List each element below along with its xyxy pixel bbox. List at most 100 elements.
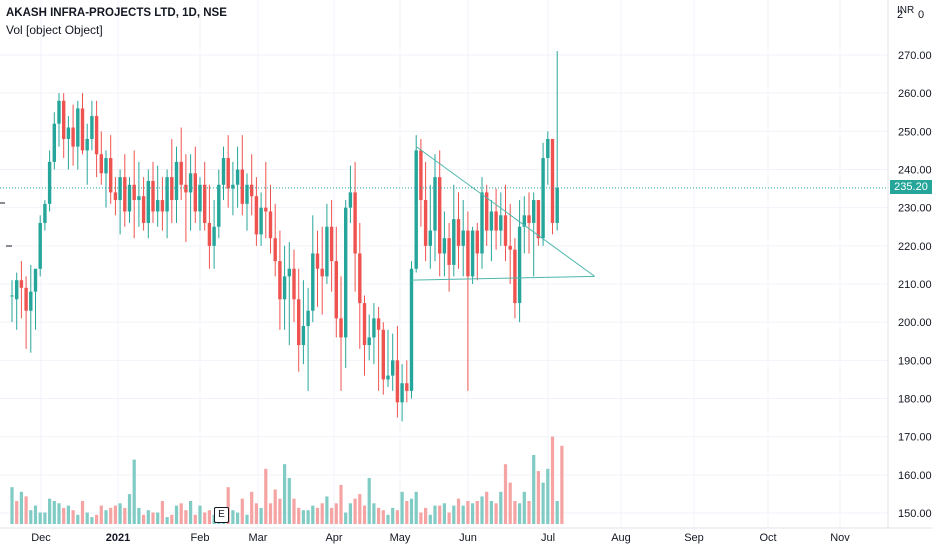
candle-body [221, 158, 226, 185]
price-scale-corner-right: 0 [918, 9, 925, 21]
volume-bar [43, 512, 47, 524]
candle-body [555, 187, 559, 223]
volume-bar [301, 510, 305, 524]
volume-bar [226, 487, 230, 524]
volume-bar [104, 510, 108, 524]
volume-bar [66, 505, 70, 524]
volume-bar [489, 501, 493, 524]
candle-body [245, 184, 249, 204]
price-scale-corner-left: 2 [897, 9, 904, 21]
y-tick-label: 230.00 [898, 203, 932, 215]
volume-bar [433, 505, 437, 524]
volume-bar [400, 491, 404, 524]
y-tick-label: 220.00 [898, 241, 932, 253]
candle-body [268, 211, 273, 239]
candle-body [47, 161, 52, 204]
x-tick-label: Dec [31, 532, 51, 544]
candle-body [33, 268, 38, 292]
volume-indicator-label: Vol [object Object] [6, 23, 103, 37]
volume-bar [311, 505, 315, 524]
volume-bar [292, 498, 296, 524]
candle-body [536, 200, 541, 239]
candle-body [499, 215, 503, 231]
candle-body [461, 230, 465, 246]
volume-bar [287, 478, 291, 524]
volume-bar [254, 503, 258, 524]
candle-body [123, 177, 127, 212]
y-tick-label: 150.00 [898, 508, 932, 520]
candle-body [344, 207, 348, 338]
volume-bar [123, 507, 127, 524]
volume-bar [29, 510, 33, 524]
candle-body [428, 230, 432, 246]
volume-bar [268, 503, 273, 524]
volume-bar [95, 514, 99, 524]
volume-bar [527, 501, 531, 524]
volume-bar [325, 496, 329, 524]
volume-bar [203, 512, 207, 524]
candle-body [109, 158, 113, 193]
candle-body [94, 116, 99, 155]
candle-body [301, 325, 306, 346]
volume-bar [62, 507, 66, 524]
candle-body [541, 158, 545, 239]
candle-body [386, 375, 390, 380]
volume-bar [156, 512, 160, 524]
candle-body [19, 280, 24, 288]
volume-bar [555, 501, 559, 524]
candle-body [372, 318, 376, 338]
x-tick-label: Aug [611, 532, 631, 544]
volume-bar [231, 510, 235, 524]
candle-body [442, 238, 447, 254]
volume-bar [395, 510, 399, 524]
candle-body [438, 177, 442, 254]
volume-bar [306, 510, 310, 524]
candle-body [456, 219, 461, 246]
volume-bar [250, 491, 254, 524]
candle-body [99, 154, 103, 174]
volume-bar [386, 514, 390, 524]
volume-bar [480, 496, 484, 524]
volume-bar [367, 478, 371, 524]
volume-bar [452, 505, 456, 524]
x-tick-label: Feb [191, 532, 210, 544]
volume-bar [240, 498, 244, 524]
volume-bar [339, 484, 343, 524]
volume-bar [57, 503, 61, 524]
volume-bar [273, 489, 277, 524]
volume-bar [508, 482, 512, 524]
candle-body [264, 207, 268, 212]
y-tick-label: 250.00 [898, 126, 932, 138]
candle-body [522, 215, 526, 227]
volume-bar [283, 464, 287, 524]
volume-bar [10, 487, 14, 524]
candle-body [480, 192, 484, 254]
volume-bar [532, 455, 536, 524]
earnings-marker[interactable]: E [214, 507, 229, 523]
volume-bar [414, 491, 418, 524]
volume-bar [424, 507, 428, 524]
candle-body [254, 196, 259, 235]
candle-body [470, 230, 475, 277]
volume-bar [541, 482, 545, 524]
volume-bar [19, 491, 23, 524]
candle-body [353, 192, 357, 254]
candle-body [52, 123, 56, 162]
candle-body [29, 291, 33, 311]
candle-body [282, 276, 287, 300]
volume-bar [372, 503, 376, 524]
symbol-title: AKASH INFRA-PROJECTS LTD, 1D, NSE [6, 7, 227, 19]
candle-body [339, 318, 343, 338]
volume-bar [165, 517, 169, 524]
volume-bar [113, 505, 117, 524]
x-tick-label: Sep [684, 532, 704, 544]
volume-bar [76, 514, 80, 524]
candle-body [315, 253, 320, 269]
candle-body [376, 318, 381, 330]
volume-bar [471, 503, 475, 524]
candle-body [62, 100, 66, 139]
candle-body [391, 360, 395, 376]
volume-bar [52, 501, 56, 524]
candle-body [423, 200, 428, 246]
